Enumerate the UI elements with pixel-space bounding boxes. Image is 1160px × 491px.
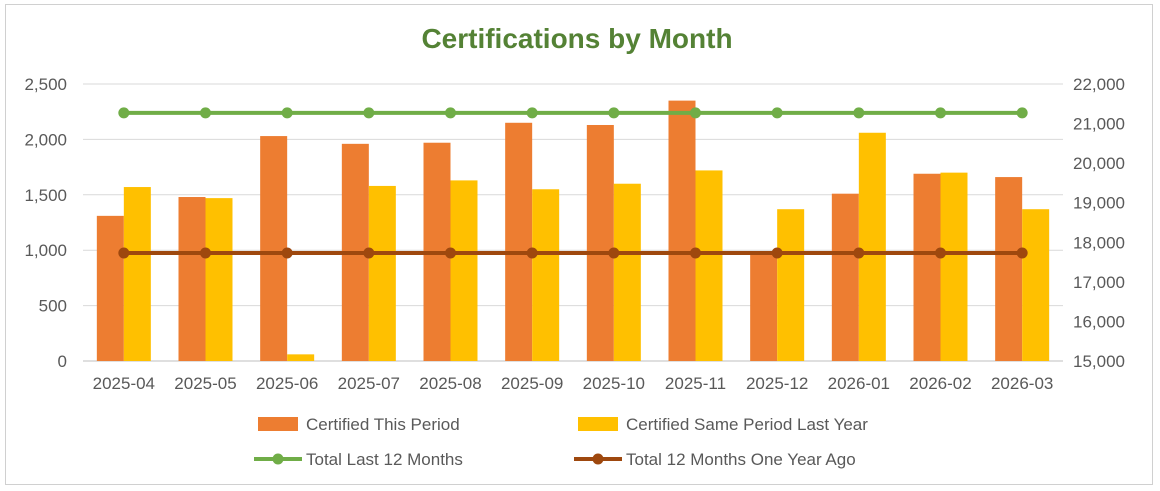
gridlines — [83, 83, 1063, 362]
bar-this-period — [96, 215, 124, 361]
point-total-one-year-ago — [608, 247, 620, 259]
legend-swatch — [258, 417, 298, 431]
bar-this-period — [750, 251, 778, 361]
y-left-tick-label: 500 — [39, 297, 67, 316]
legend-label: Total Last 12 Months — [306, 450, 463, 469]
x-tick-label: 2025-06 — [256, 374, 318, 393]
y-left-tick-label: 0 — [58, 352, 67, 371]
point-total-one-year-ago — [445, 247, 456, 259]
bar-this-period — [260, 136, 288, 361]
y-right-tick-label: 22,000 — [1073, 75, 1125, 94]
point-total-last-12 — [853, 107, 865, 119]
x-tick-label: 2026-02 — [909, 374, 971, 393]
bar-this-period — [995, 177, 1023, 361]
legend-label: Total 12 Months One Year Ago — [626, 450, 856, 469]
y-right-tick-label: 20,000 — [1073, 154, 1125, 173]
bar-last-year — [532, 189, 560, 361]
legend-swatch — [578, 417, 618, 431]
bar-this-period — [668, 100, 696, 362]
x-tick-label: 2025-09 — [501, 374, 563, 393]
point-total-last-12 — [363, 107, 375, 119]
legend-label: Certified Same Period Last Year — [626, 415, 868, 434]
point-total-one-year-ago — [853, 247, 865, 259]
bar-last-year — [858, 132, 886, 361]
y-right-tick-label: 16,000 — [1073, 312, 1125, 331]
point-total-one-year-ago — [526, 247, 538, 259]
bar-this-period — [505, 122, 533, 361]
x-tick-label: 2025-11 — [665, 374, 726, 393]
x-tick-label: 2025-05 — [174, 374, 236, 393]
y-right-tick-label: 17,000 — [1073, 273, 1125, 292]
point-total-last-12 — [771, 107, 783, 119]
point-total-one-year-ago — [363, 247, 375, 259]
x-tick-label: 2025-10 — [583, 374, 645, 393]
x-tick-label: 2026-01 — [828, 374, 890, 393]
point-total-last-12 — [281, 107, 293, 119]
bar-last-year — [777, 209, 805, 361]
point-total-one-year-ago — [1016, 247, 1028, 259]
legend: Certified This Period Certified Same Peri… — [254, 415, 868, 469]
x-tick-label: 2026-03 — [991, 374, 1053, 393]
legend-swatch-marker — [272, 453, 284, 465]
bar-last-year — [287, 354, 315, 361]
y-left-tick-label: 1,000 — [24, 241, 67, 260]
point-total-last-12 — [445, 107, 456, 119]
point-total-last-12 — [200, 107, 211, 119]
point-total-one-year-ago — [935, 247, 946, 259]
point-total-one-year-ago — [771, 247, 783, 259]
y-right-tick-label: 21,000 — [1073, 115, 1125, 134]
point-total-one-year-ago — [200, 247, 211, 259]
x-tick-label: 2025-08 — [419, 374, 481, 393]
point-total-one-year-ago — [690, 247, 701, 259]
y-left-tick-label: 1,500 — [24, 186, 67, 205]
point-total-one-year-ago — [281, 247, 293, 259]
bar-last-year — [368, 185, 396, 361]
y-right-tick-label: 15,000 — [1073, 352, 1125, 371]
legend-swatch-marker — [592, 453, 604, 465]
y-right-tick-label: 18,000 — [1073, 233, 1125, 252]
bar-last-year — [205, 198, 233, 361]
y-right-tick-label: 19,000 — [1073, 194, 1125, 213]
y-left-tick-label: 2,000 — [24, 130, 67, 149]
bar-this-period — [831, 193, 859, 361]
bar-last-year — [450, 180, 478, 361]
chart-title: Certifications by Month — [421, 23, 732, 54]
bar-this-period — [913, 173, 941, 361]
point-total-one-year-ago — [118, 247, 130, 259]
bar-this-period — [178, 197, 206, 361]
axis-labels: 0 500 1,000 1,500 2,000 2,500 15,000 16,000 17,0… — [24, 75, 1125, 393]
bar-last-year — [695, 170, 723, 361]
bar-last-year — [123, 187, 151, 361]
x-tick-label: 2025-07 — [338, 374, 400, 393]
bar-last-year — [940, 172, 968, 361]
bar-last-year — [613, 183, 641, 361]
bar-last-year — [1022, 209, 1050, 361]
point-total-last-12 — [118, 107, 130, 119]
x-tick-label: 2025-12 — [746, 374, 808, 393]
y-left-tick-label: 2,500 — [24, 75, 67, 94]
point-total-last-12 — [608, 107, 620, 119]
point-total-last-12 — [1016, 107, 1028, 119]
point-total-last-12 — [935, 107, 946, 119]
x-tick-label: 2025-04 — [93, 374, 155, 393]
point-total-last-12 — [690, 107, 701, 119]
bar-this-period — [586, 124, 614, 361]
lines — [118, 107, 1028, 259]
point-total-last-12 — [526, 107, 538, 119]
legend-label: Certified This Period — [306, 415, 460, 434]
